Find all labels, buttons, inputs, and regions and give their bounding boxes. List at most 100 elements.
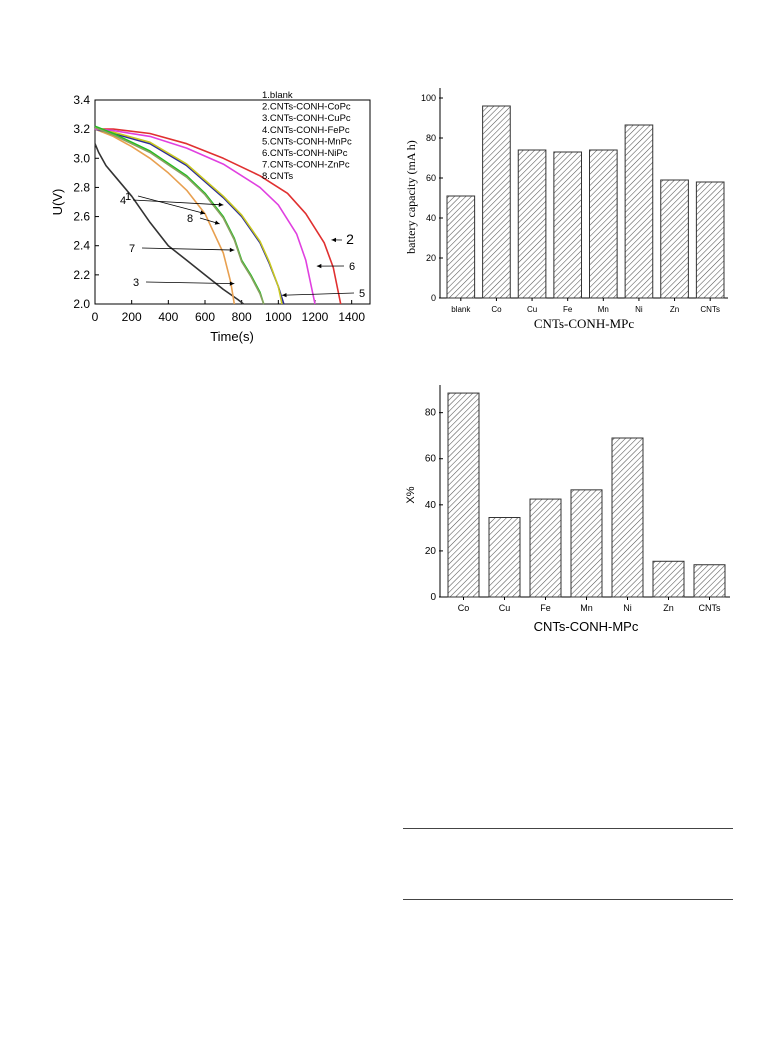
annotation-arrowhead	[200, 210, 205, 215]
annotation-arrowhead	[316, 263, 322, 269]
annotation-arrowhead	[218, 202, 224, 207]
legend-entry: 4.CNTs-CONH-FePc	[262, 125, 350, 136]
bar-co	[482, 105, 511, 299]
y-tick-label: 3.4	[73, 93, 90, 107]
series-line-7	[94, 125, 265, 305]
bar-ni	[624, 124, 654, 299]
bar-blank	[446, 195, 476, 299]
x-tick-label: Fe	[563, 305, 573, 314]
y-tick-label: 2.8	[73, 180, 90, 194]
x-tick-label: 1200	[302, 310, 329, 324]
capacity-bar-chart: 0 20 40 60 80 100 blank Co Cu Fe Mn Ni Zn CNTs CNTs-…	[404, 88, 728, 331]
annotation-label: 5	[359, 288, 365, 300]
annotation-label: 7	[129, 243, 135, 255]
x-tick-label: Cu	[527, 305, 537, 314]
x-tick-label: 200	[122, 310, 142, 324]
series-line-6	[94, 128, 316, 305]
y-tick-label: 0	[431, 293, 436, 303]
x-tick-label: 1400	[338, 310, 365, 324]
y-tick-label: 80	[426, 133, 436, 143]
y-tick-label: 80	[425, 408, 437, 419]
x-tick-label: Ni	[623, 603, 632, 613]
annotation-label: 4	[120, 195, 126, 207]
annotation-label: 1	[125, 191, 131, 203]
x-tick-label: 1000	[265, 310, 292, 324]
y-tick-label: 60	[426, 173, 436, 183]
bar-zn	[660, 179, 689, 299]
annotation-label: 6	[349, 261, 355, 273]
legend-entry: 6.CNTs-CONH-NiPc	[262, 148, 348, 159]
x-axis-label: Time(s)	[210, 329, 254, 344]
y-tick-label: 3.2	[73, 122, 90, 136]
bar-group	[447, 392, 726, 598]
bar-cnts	[693, 564, 726, 598]
x-tick-label: Co	[491, 305, 502, 314]
annotation-arrow	[141, 247, 235, 251]
annotation-label: 8	[187, 213, 193, 225]
legend-entry: 1.blank	[262, 90, 293, 101]
y-tick-group: 0 20 40 60 80 100	[421, 93, 443, 303]
legend-entry: 5.CNTs-CONH-MnPc	[262, 136, 352, 147]
x-tick-label: Cu	[499, 603, 511, 613]
y-tick-label: 2.4	[73, 239, 90, 253]
bar-mn	[570, 489, 603, 598]
bar-fe	[529, 498, 562, 598]
x-tick-label: Zn	[670, 305, 679, 314]
x-tick-label: CNTs	[699, 603, 721, 613]
table-bottom-rule	[403, 899, 733, 900]
annotation-label: 3	[133, 277, 139, 289]
discharge-chart: 2.02.22.42.62.83.03.23.4 0 200 400 600 800 10…	[50, 90, 371, 344]
x-tick-label: 800	[232, 310, 252, 324]
y-tick-label: 40	[425, 500, 437, 511]
series-line-5	[94, 126, 283, 305]
x-tick-label: Zn	[663, 603, 674, 613]
y-axis-label: U(V)	[50, 189, 65, 216]
x-tick-label: Ni	[635, 305, 643, 314]
y-tick-label: 40	[426, 213, 436, 223]
x-tick-label: CNTs	[700, 305, 720, 314]
series-line-3	[94, 128, 236, 305]
annotation-arrowhead	[331, 237, 337, 243]
legend-entry: 8.CNTs	[262, 171, 293, 182]
bar-cnts	[695, 181, 725, 299]
x-axis-label: CNTs-CONH-MPc	[534, 316, 634, 331]
bar-mn	[589, 149, 618, 299]
legend-entry: 3.CNTs-CONH-CuPc	[262, 113, 351, 124]
x-tick-label: Fe	[540, 603, 551, 613]
bar-cu	[517, 149, 547, 299]
x-tick-label: Co	[458, 603, 470, 613]
bar-co	[447, 392, 480, 598]
bar-group	[446, 105, 725, 299]
y-tick-label: 2.2	[73, 268, 90, 282]
y-tick-label: 20	[426, 253, 436, 263]
annotation-arrowhead	[214, 220, 220, 225]
annotation-arrow	[281, 292, 355, 296]
annotation-label: 2	[346, 231, 354, 247]
annotation-arrowhead	[229, 281, 235, 286]
y-tick-label: 2.6	[73, 210, 90, 224]
x-tick-label: 600	[195, 310, 215, 324]
y-tick-group: 0 20 40 60 80	[425, 408, 443, 603]
bar-fe	[553, 151, 582, 299]
series-line-2	[95, 128, 342, 305]
x-tick-label: 400	[158, 310, 178, 324]
x-tick-group: Co Cu Fe Mn Ni Zn CNTs	[458, 597, 721, 613]
legend-entry: 7.CNTs-CONH-ZnPc	[262, 160, 350, 171]
y-tick-label: 2.0	[73, 297, 90, 311]
annotation-arrow	[145, 281, 235, 284]
y-tick-label: 60	[425, 454, 437, 465]
plot-frame	[94, 99, 371, 305]
legend: 1.blank2.CNTs-CONH-CoPc3.CNTs-CONH-CuPc4…	[262, 90, 352, 182]
y-axis-label: battery capacity (mA h)	[404, 140, 418, 254]
annotation-arrowhead	[229, 247, 235, 253]
series-line-1	[94, 143, 244, 305]
x-axis-label: CNTs-CONH-MPc	[534, 619, 639, 634]
y-tick-group: 2.0 2.2 2.4 2.6 2.8 3.0 3.2 3.4	[73, 93, 99, 311]
series-line-8	[94, 126, 265, 305]
x-tick-group: blank Co Cu Fe Mn Ni Zn CNTs	[451, 298, 720, 314]
bar-zn	[652, 560, 685, 598]
y-tick-label: 20	[425, 546, 437, 557]
x-tick-label: Mn	[598, 305, 609, 314]
annotation-arrowhead	[282, 292, 287, 298]
